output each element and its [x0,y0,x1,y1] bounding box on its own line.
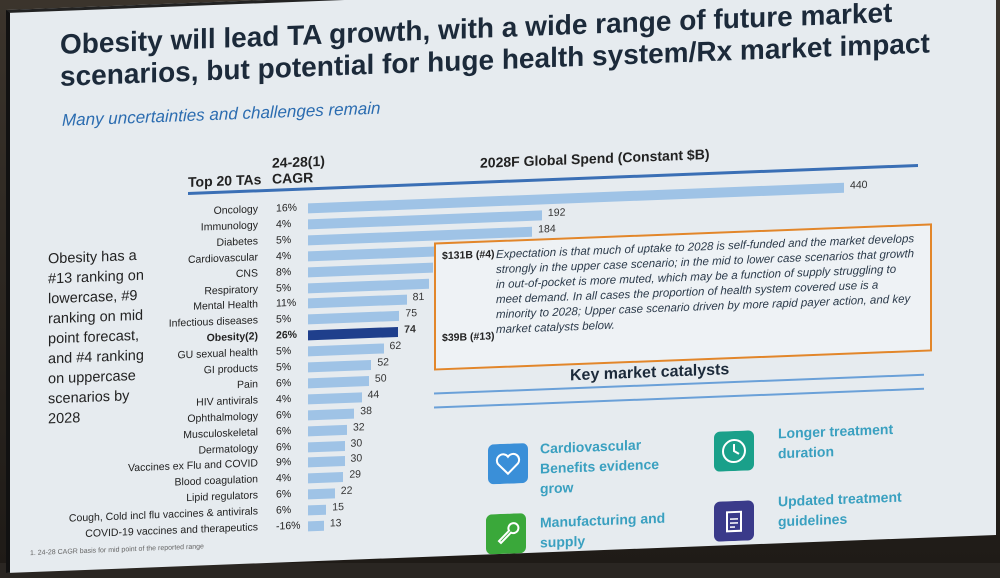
heart-icon [488,443,528,485]
cagr-value: 5% [276,361,292,374]
spend-bar [308,327,399,341]
spend-bar [308,504,327,516]
slide-subtitle: Many uncertainties and challenges remain [62,98,381,130]
spend-value: 38 [360,404,372,418]
column-header-spend: 2028F Global Spend (Constant $B) [480,145,710,171]
spend-bar [308,392,362,405]
spend-value: 440 [850,178,868,192]
spend-bar [308,182,844,214]
spend-value: 13 [329,517,342,530]
spend-value: 22 [340,484,353,498]
wrench-icon [486,513,526,555]
ta-label: Vaccines ex Flu and COVID [128,457,258,475]
cagr-value: 5% [276,345,292,358]
cagr-value: 6% [276,376,292,390]
cagr-value: 6% [276,488,292,501]
clock-icon [714,430,754,472]
cagr-value: 9% [276,456,292,470]
cagr-value: 6% [276,408,292,422]
cagr-value: 6% [276,504,292,517]
ta-label: Lipid regulators [186,489,258,505]
spend-bar [308,440,345,452]
cagr-value: 16% [276,201,298,215]
cagr-value: 4% [276,472,292,485]
ta-label: GU sexual health [177,346,258,362]
spend-value: 29 [349,468,361,482]
spend-bar [308,210,542,230]
spend-bar [308,408,355,421]
ta-label: GI products [203,362,258,377]
spend-value: 30 [350,452,363,466]
ta-label: HIV antivirals [196,394,258,409]
cagr-value: 6% [276,440,292,454]
scenario-callout: $131B (#4) $39B (#13) Expectation is tha… [434,223,932,371]
cagr-value: 5% [276,313,292,326]
cagr-value: -16% [276,519,301,533]
spend-value: 15 [332,501,344,514]
cagr-value: 5% [276,281,292,295]
catalyst-cardiovascular: Cardiovascular Benefits evidence grow [540,436,660,497]
spend-bar [308,278,429,293]
ta-label: Ophthalmology [187,410,258,425]
spend-value: 74 [404,323,416,336]
spend-value: 81 [412,291,425,304]
ta-label: Mental Health [193,298,258,314]
ta-label: Diabetes [216,235,258,249]
spend-bar [308,343,384,357]
ta-label: Musculoskeletal [183,425,258,441]
spend-bar [308,472,344,484]
spend-bar [308,520,324,532]
spend-bar [308,375,369,389]
slide: Obesity will lead TA growth, with a wide… [6,0,996,574]
cagr-value: 26% [276,329,298,342]
spend-value: 44 [367,388,380,401]
spend-value: 32 [352,420,365,434]
ta-label: COVID-19 vaccines and therapeutics [85,521,258,540]
cagr-value: 8% [276,265,292,279]
spend-value: 75 [405,307,418,320]
column-header-cagr: 24-28(1) CAGR [272,152,325,187]
ta-label: Immunology [200,219,258,234]
cagr-value: 11% [276,297,297,311]
footnote: 1. 24-28 CAGR basis for mid point of the… [30,543,204,558]
catalyst-manufacturing: Manufacturing and supply [540,509,666,551]
spend-value: 184 [538,222,556,236]
spend-bar [308,311,400,325]
clipboard-icon [714,500,754,542]
spend-bar [308,488,335,500]
ta-label: Respiratory [204,282,258,297]
callout-text: Expectation is that much of uptake to 20… [496,233,915,337]
catalyst-treatment-duration: Longer treatment duration [778,420,894,462]
ta-label: CNS [235,266,258,280]
catalyst-guidelines: Updated treatment guidelines [778,488,902,530]
spend-bar [308,424,347,436]
ta-label: Cardiovascular [187,251,258,266]
ta-label: Pain [236,378,258,392]
spend-bar [308,294,407,309]
cagr-value: 4% [276,249,292,263]
spend-bar [308,456,345,468]
spend-value: 52 [377,356,390,369]
obesity-ranking-note: Obesity has a #13 ranking on lowercase, … [48,247,144,428]
ta-label: Obesity(2) [206,330,258,345]
spend-value: 50 [374,372,387,385]
spend-value: 30 [350,436,363,450]
ta-label: Dermatology [198,441,258,457]
slide-title: Obesity will lead TA growth, with a wide… [60,0,930,92]
upper-case-tag: $131B (#4) [442,248,495,263]
spend-bar [308,262,434,277]
cagr-value: 4% [276,217,292,231]
spend-value: 62 [389,339,402,353]
cagr-value: 5% [276,233,292,247]
column-header-ta: Top 20 TAs [188,171,262,191]
lower-case-tag: $39B (#13) [442,330,495,345]
ta-label: Blood coagulation [174,473,258,489]
ta-label: Infectious diseases [168,314,258,331]
cagr-value: 6% [276,424,292,438]
ta-label: Oncology [213,203,258,218]
cagr-value: 4% [276,392,292,406]
spend-value: 192 [547,206,566,220]
spend-bar [308,359,372,373]
